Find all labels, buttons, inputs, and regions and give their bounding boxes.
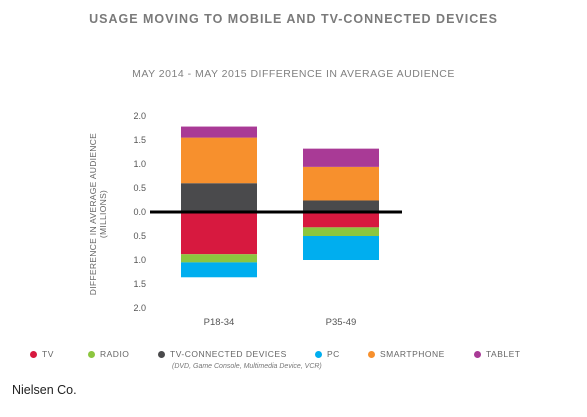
legend-label-radio: RADIO: [100, 349, 130, 359]
y-tick-label: 1.5: [133, 135, 146, 145]
y-tick-label: 0.5: [133, 183, 146, 193]
y-tick-label: 0.0: [133, 207, 146, 217]
y-axis-label-group: DIFFERENCE IN AVERAGE AUDIENCE (MILLIONS…: [88, 133, 108, 295]
legend-item-pc: PC: [315, 349, 340, 359]
legend-label-tv: TV: [42, 349, 54, 359]
legend-dot-smartphone: [368, 350, 375, 358]
x-axis-categories: P18-34 P35-49: [204, 317, 357, 328]
legend-dot-tablet: [474, 350, 481, 358]
bar-segment-smartphone-p35-49: [303, 166, 379, 201]
bar-segment-radio-p35-49: [303, 227, 379, 236]
legend-dot-tv: [30, 350, 37, 358]
legend-label-smartphone: SMARTPHONE: [380, 349, 445, 359]
y-axis-unit-label: (MILLIONS): [98, 190, 108, 238]
bar-segment-radio-p18-34: [181, 254, 257, 263]
legend: TV RADIO TV-CONNECTED DEVICES PC SMARTPH…: [30, 349, 580, 379]
y-tick-label: 1.0: [133, 159, 146, 169]
bar-segment-tablet-p18-34: [181, 126, 257, 138]
x-category-label: P35-49: [326, 317, 357, 328]
bar-segment-tv-connected-devices-p35-49: [303, 200, 379, 212]
legend-item-tv: TV: [30, 349, 54, 359]
legend-item-tv-connected-devices: TV-CONNECTED DEVICES: [158, 349, 287, 359]
source-credit: Nielsen Co.: [12, 383, 77, 397]
chart-title: USAGE MOVING TO MOBILE AND TV-CONNECTED …: [89, 12, 498, 26]
bar-segment-tv-connected-devices-p18-34: [181, 183, 257, 212]
y-tick-label: 2.0: [133, 111, 146, 121]
legend-dot-pc: [315, 350, 322, 358]
y-tick-label: 1.5: [133, 279, 146, 289]
legend-label-pc: PC: [327, 349, 340, 359]
bar-segment-tv-p18-34: [181, 212, 257, 255]
y-tick-label: 1.0: [133, 255, 146, 265]
y-tick-label: 2.0: [133, 303, 146, 313]
legend-dot-radio: [88, 350, 95, 358]
legend-label-tablet: TABLET: [486, 349, 521, 359]
chart-subtitle: MAY 2014 - MAY 2015 DIFFERENCE IN AVERAG…: [132, 68, 455, 80]
bar-segment-tablet-p35-49: [303, 148, 379, 167]
y-axis-ticks: 2.0 1.5 1.0 0.5 0.0 0.5 1.0 1.5 2.0: [133, 111, 146, 313]
legend-item-tablet: TABLET: [474, 349, 521, 359]
bar-segment-pc-p18-34: [181, 262, 257, 278]
x-category-label: P18-34: [204, 317, 235, 328]
bars: [181, 126, 379, 278]
y-tick-label: 0.5: [133, 231, 146, 241]
bar-segment-pc-p35-49: [303, 236, 379, 260]
y-axis-label: DIFFERENCE IN AVERAGE AUDIENCE: [88, 133, 98, 295]
legend-item-radio: RADIO: [88, 349, 129, 359]
legend-item-smartphone: SMARTPHONE: [368, 349, 445, 359]
legend-note: (DVD, Game Console, Multimedia Device, V…: [172, 363, 322, 370]
legend-label-tv-connected-devices: TV-CONNECTED DEVICES: [170, 349, 287, 359]
bar-segment-smartphone-p18-34: [181, 137, 257, 184]
legend-dot-tv-connected-devices: [158, 350, 165, 358]
bar-segment-tv-p35-49: [303, 212, 379, 228]
